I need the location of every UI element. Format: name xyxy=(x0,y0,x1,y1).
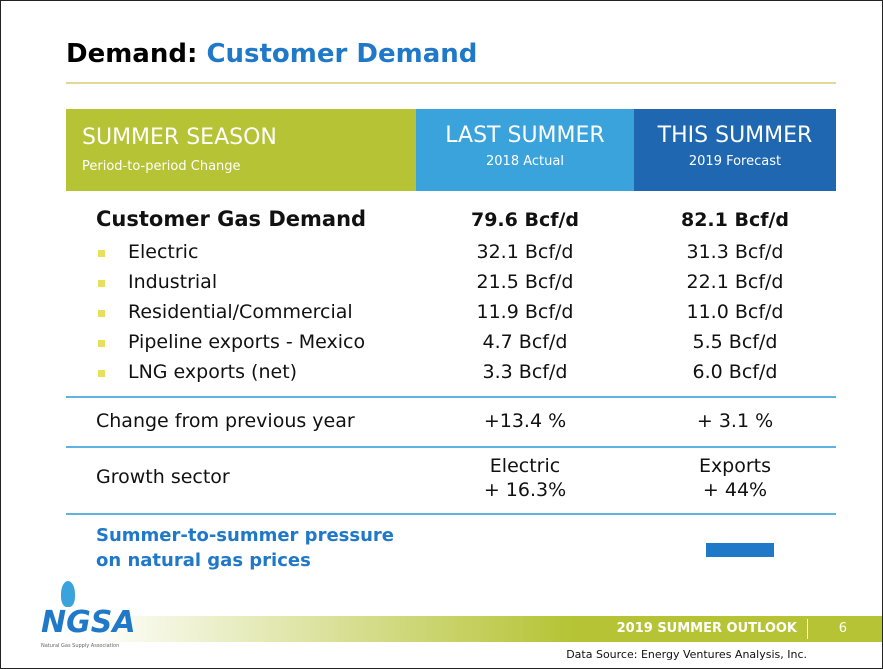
title-main: Customer Demand xyxy=(206,39,478,69)
header-subtitle: 2018 Actual xyxy=(486,154,564,169)
footer-page: 6 xyxy=(838,621,847,636)
item-last: 21.5 Bcf/d xyxy=(476,271,574,293)
item-last: 4.7 Bcf/d xyxy=(482,331,568,353)
total-last: 79.6 Bcf/d xyxy=(470,209,580,231)
item-label: LNG exports (net) xyxy=(128,361,298,383)
item-last: 11.9 Bcf/d xyxy=(476,301,574,323)
footer-band: 2019 SUMMER OUTLOOK 6 xyxy=(1,616,882,642)
logo: NGSA xyxy=(41,605,136,640)
row-rule xyxy=(66,396,836,398)
logo-org: Natural Gas Supply Association xyxy=(41,643,120,649)
header-title: LAST SUMMER xyxy=(445,123,605,148)
growth-rate: + 16.3% xyxy=(483,479,567,501)
pressure-indicator xyxy=(706,543,774,557)
growth-label: Growth sector xyxy=(96,466,230,488)
header-cell: SUMMER SEASON Period-to-period Change xyxy=(66,109,416,191)
item-last: 32.1 Bcf/d xyxy=(476,241,574,263)
header-cell: LAST SUMMER 2018 Actual xyxy=(416,109,634,191)
logo-flame xyxy=(61,581,75,607)
change-last: +13.4 % xyxy=(483,410,567,432)
title: Demand: Customer Demand xyxy=(66,39,477,69)
item-label: Electric xyxy=(128,241,199,263)
item-last: 3.3 Bcf/d xyxy=(482,361,568,383)
header-cell: THIS SUMMER 2019 Forecast xyxy=(634,109,836,191)
title-lead: Demand: xyxy=(66,39,198,69)
title-rule xyxy=(66,82,836,84)
total-label: Customer Gas Demand xyxy=(96,207,367,231)
item-label: Pipeline exports - Mexico xyxy=(128,331,366,353)
change-this: + 3.1 % xyxy=(696,410,774,432)
item-this: 11.0 Bcf/d xyxy=(686,301,784,323)
row-rule xyxy=(66,446,836,448)
item-this: 5.5 Bcf/d xyxy=(692,331,778,353)
item-label: Industrial xyxy=(128,271,218,293)
bullet xyxy=(98,310,105,317)
pressure-line: on natural gas prices xyxy=(96,550,311,571)
growth-last: Electric + 16.3% xyxy=(416,454,634,502)
growth-sector: Electric xyxy=(489,455,561,477)
total-this: 82.1 Bcf/d xyxy=(680,209,790,231)
row-rule xyxy=(66,513,836,515)
header-subtitle: Period-to-period Change xyxy=(82,159,241,174)
footer-divider xyxy=(807,619,808,639)
bullet xyxy=(98,340,105,347)
growth-this: Exports + 44% xyxy=(634,454,836,502)
header-subtitle: 2019 Forecast xyxy=(688,154,782,169)
bullet xyxy=(98,370,105,377)
header-title: THIS SUMMER xyxy=(657,123,813,148)
pressure-line: Summer-to-summer pressure xyxy=(96,525,394,546)
header-title: SUMMER SEASON xyxy=(82,125,277,150)
footer-source: Data Source: Energy Ventures Analysis, I… xyxy=(566,648,807,661)
item-label: Residential/Commercial xyxy=(128,301,353,323)
bullet xyxy=(98,280,105,287)
growth-rate: + 44% xyxy=(702,479,768,501)
bullet xyxy=(98,250,105,257)
pressure-label: Summer-to-summer pressure on natural gas… xyxy=(96,523,394,573)
change-label: Change from previous year xyxy=(96,410,355,432)
growth-sector: Exports xyxy=(698,455,772,477)
item-this: 22.1 Bcf/d xyxy=(686,271,784,293)
item-this: 6.0 Bcf/d xyxy=(692,361,778,383)
footer-outlook: 2019 SUMMER OUTLOOK xyxy=(616,621,797,636)
item-this: 31.3 Bcf/d xyxy=(686,241,784,263)
